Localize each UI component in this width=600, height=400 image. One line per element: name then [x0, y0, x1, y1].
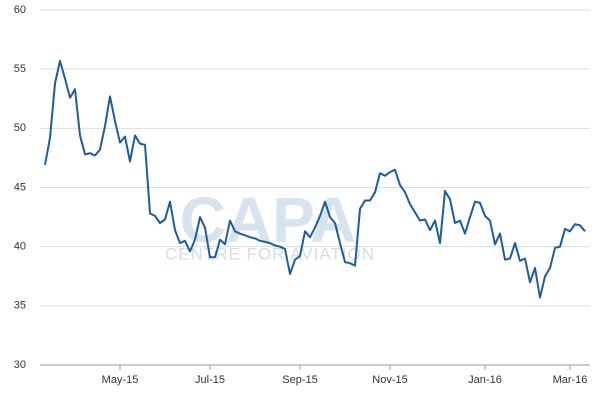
- y-tick-label: 45: [14, 181, 26, 193]
- y-tick-label: 40: [14, 241, 26, 253]
- x-tick-label: Jul-15: [195, 374, 225, 386]
- x-tick-label: Jan-16: [468, 374, 502, 386]
- y-tick-label: 35: [14, 300, 26, 312]
- x-tick-label: Sep-15: [282, 374, 317, 386]
- y-tick-label: 55: [14, 63, 26, 75]
- watermark: CAPA: [180, 184, 357, 256]
- y-tick-label: 30: [14, 359, 26, 371]
- price-line: [44, 59, 586, 299]
- y-tick-label: 50: [14, 122, 26, 134]
- x-tick-label: May-15: [102, 374, 139, 386]
- x-tick-label: Nov-15: [372, 374, 407, 386]
- x-tick-label: Mar-16: [553, 374, 588, 386]
- y-tick-label: 60: [14, 4, 26, 16]
